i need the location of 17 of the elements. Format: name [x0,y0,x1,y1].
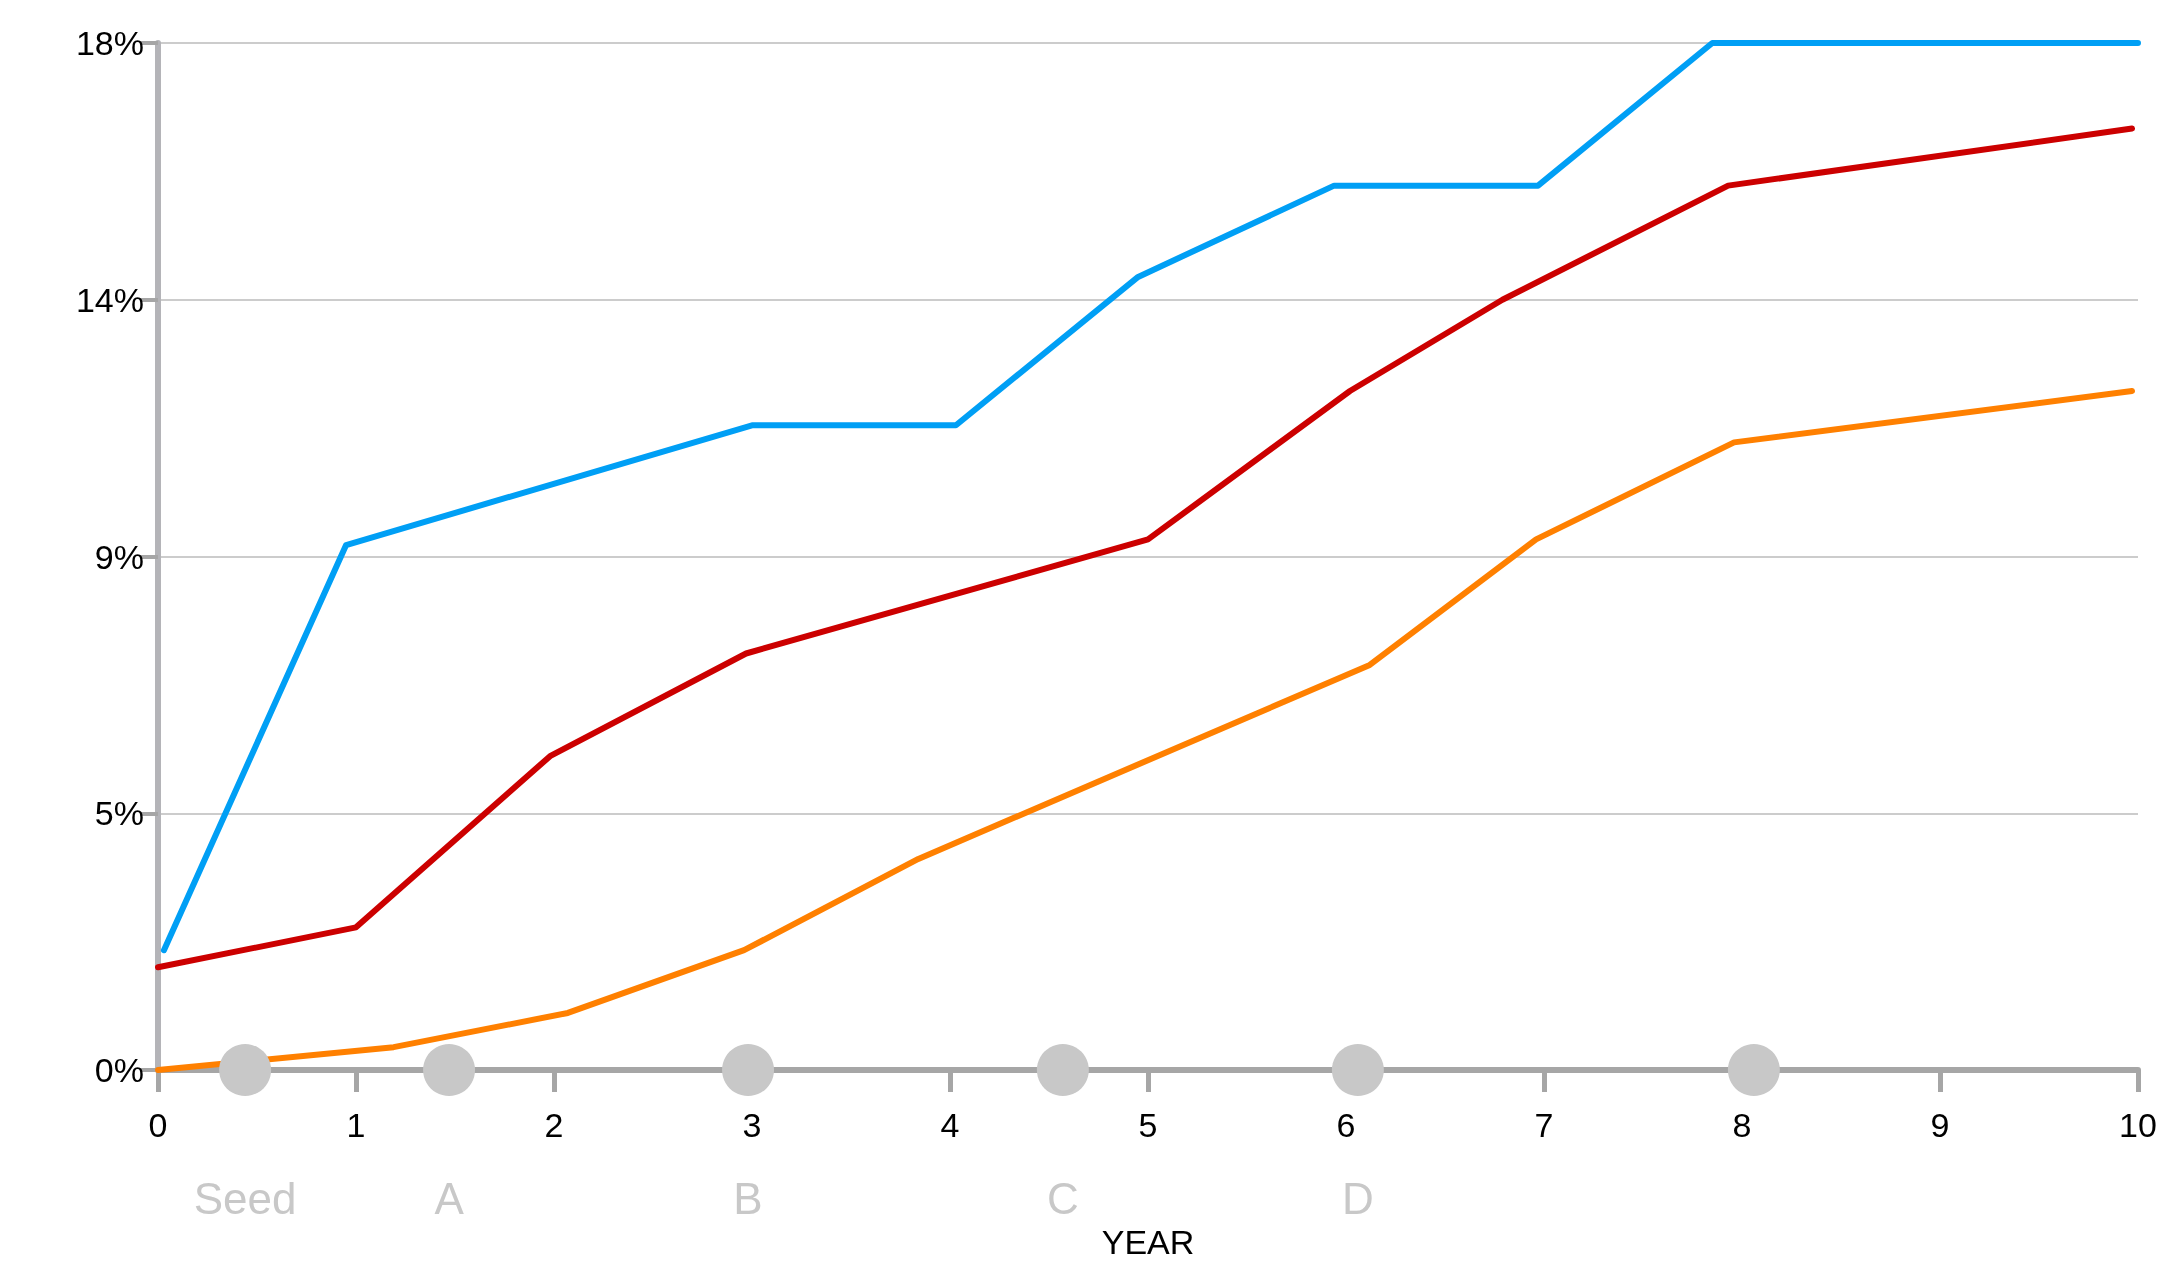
x-tick-label: 1 [346,1106,366,1144]
x-tick-label: 0 [148,1106,168,1144]
x-axis-title: YEAR [1101,1223,1195,1261]
x-tick-label: 3 [742,1106,762,1144]
y-tick-label: 18% [75,24,144,62]
x-tick-label: 8 [1732,1106,1752,1144]
y-tick-label: 9% [94,537,144,576]
x-tick-label: 4 [940,1106,960,1144]
x-tick-label: 5 [1138,1106,1158,1144]
x-tick-label: 7 [1534,1106,1554,1144]
y-tick-label: 14% [75,280,144,319]
x-tick-label: 9 [1930,1106,1950,1144]
x-tick-label: 2 [544,1106,564,1144]
x-tick-label: 10 [2119,1106,2157,1144]
y-tick-label: 5% [94,794,144,833]
x-tick-label: 6 [1336,1106,1356,1144]
y-tick-label: 0% [94,1051,144,1089]
